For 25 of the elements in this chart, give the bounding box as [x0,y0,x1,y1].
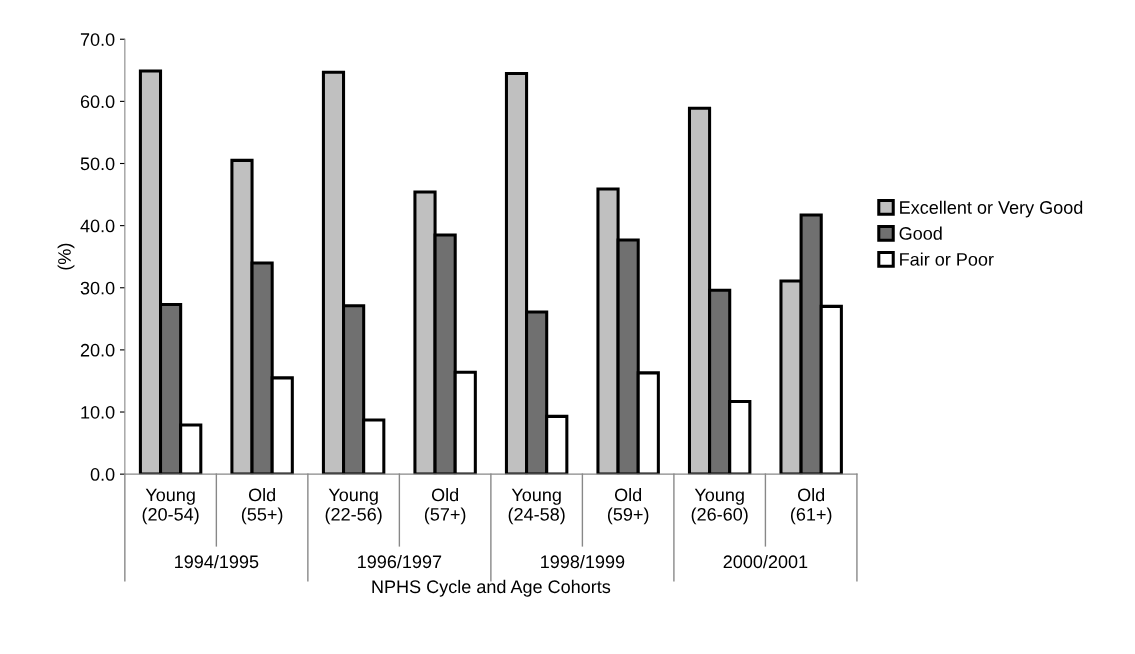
text: 1998/1999 [541,554,625,569]
y-tick-label: 0.0 [90,468,115,481]
x-tick-label: Old (57+) [424,488,466,525]
legend-label: Good [899,226,942,240]
x-tick-label: Old (59+) [607,488,649,525]
y-axis-title: (%) [57,243,75,270]
text: 1996/1997 [358,554,442,569]
text: 1994/1995 [175,554,259,569]
y-tick-label: 40.0 [80,219,115,233]
legend-label: Fair or Poor [900,252,994,266]
y-tick-label: 70.0 [80,33,115,46]
legend-label: Excellent or Very Good [900,200,1083,218]
x-axis-title: NPHS Cycle and Age Cohorts [372,579,611,597]
y-tick-label: 10.0 [81,405,115,419]
text: 2000/2001 [723,554,808,569]
x-tick-label: Young (22-56) [325,488,382,525]
x-tick-label: Young (26-60) [691,488,748,525]
y-tick-label: 30.0 [80,281,115,295]
y-tick-label: 50.0 [80,157,115,171]
x-tick-label: Old (61+) [790,488,832,525]
x-tick-label: Young (20-54) [142,488,199,525]
x-tick-label: Old (55+) [241,488,283,525]
x-tick-label: Young (24-58) [508,488,565,525]
y-tick-label: 60.0 [80,95,115,109]
y-tick-label: 20.0 [80,343,115,357]
